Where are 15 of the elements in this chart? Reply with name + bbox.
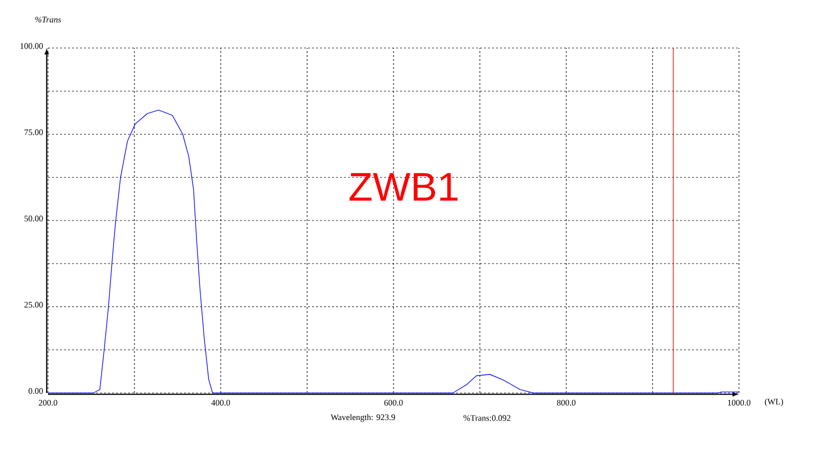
text: Wavelength: 923.9: [330, 414, 396, 422]
y-tick-label: 25.00: [24, 302, 43, 308]
x-tick-label: 400.0: [211, 400, 230, 406]
x-tick-label: 1000.0: [728, 400, 750, 406]
x-tick-label: 600.0: [384, 400, 403, 406]
text: ZWB1: [350, 173, 458, 201]
y-tick-label: 100.00: [20, 43, 43, 49]
x-axis-title: (WL): [764, 398, 784, 406]
text: %Trans:0.092: [463, 415, 510, 421]
x-tick-label: 800.0: [557, 400, 576, 406]
y-tick-label: 75.00: [24, 129, 43, 136]
y-axis-title: %Trans: [35, 16, 61, 22]
x-tick-label: 200.0: [38, 400, 58, 406]
y-tick-label: 50.00: [24, 216, 43, 222]
y-tick-label: 0.00: [28, 388, 43, 394]
